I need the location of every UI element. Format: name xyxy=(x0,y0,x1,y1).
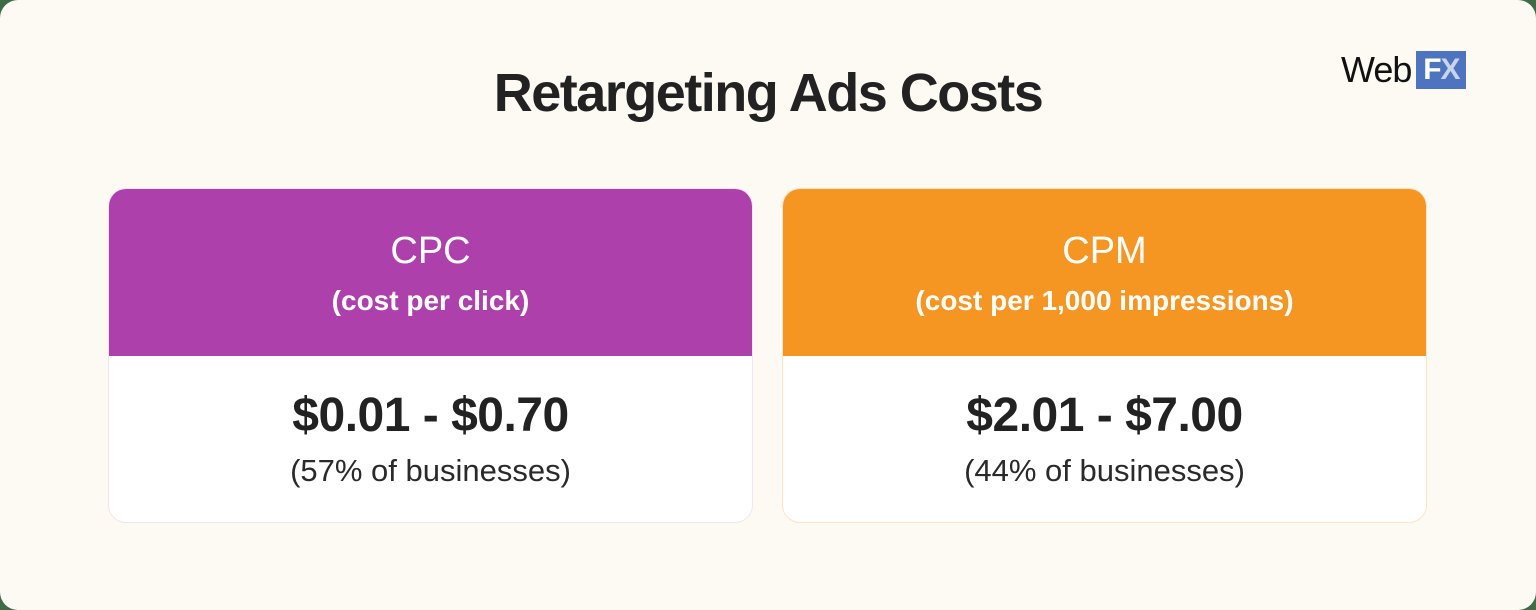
cpc-range: $0.01 - $0.70 xyxy=(292,389,569,442)
page-title: Retargeting Ads Costs xyxy=(493,63,1044,123)
logo-text: Web xyxy=(1341,49,1412,90)
cpc-card: CPC (cost per click) $0.01 - $0.70 (57% … xyxy=(108,188,753,523)
cpm-abbr: CPM xyxy=(1062,230,1147,272)
cpc-card-body: $0.01 - $0.70 (57% of businesses) xyxy=(109,356,752,489)
cpm-range: $2.01 - $7.00 xyxy=(966,389,1243,442)
cpc-description: (cost per click) xyxy=(331,285,530,316)
cpm-card-body: $2.01 - $7.00 (44% of businesses) xyxy=(783,356,1426,489)
cpm-card-header: CPM (cost per 1,000 impressions) xyxy=(783,189,1426,356)
cpc-abbr: CPC xyxy=(390,230,471,272)
cpm-description: (cost per 1,000 impressions) xyxy=(915,285,1294,316)
cpc-card-header: CPC (cost per click) xyxy=(109,189,752,356)
cpm-share: (44% of businesses) xyxy=(964,453,1245,488)
cpc-share: (57% of businesses) xyxy=(290,453,571,488)
logo-x: X xyxy=(1440,53,1461,86)
logo-f: F xyxy=(1423,53,1441,86)
cpm-card: CPM (cost per 1,000 impressions) $2.01 -… xyxy=(782,188,1427,523)
